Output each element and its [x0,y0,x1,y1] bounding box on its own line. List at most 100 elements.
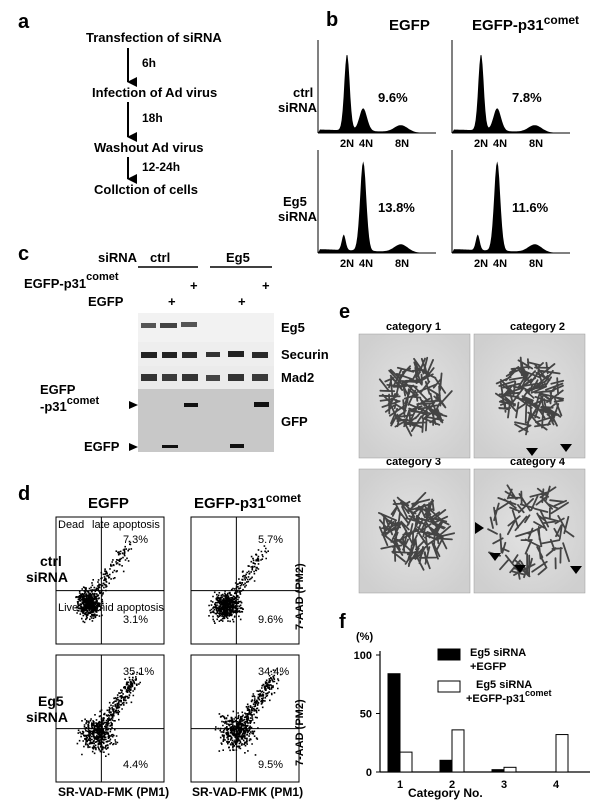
d-ylabel-top: 7-AAD (PM2) [294,563,306,630]
f-ylabel: (%) [356,631,373,643]
facs-plot-frame [190,654,300,783]
blot-gfp [138,389,274,452]
cell-cycle-histograms: 2N 4N 8N 9.6% 2N 4N 8N 7.8% 2N 4N 8N 13.8% 2N 4N 8N 11.… [317,40,570,270]
f-ytick-label: 0 [366,767,372,779]
d-quadrant-dead: Dead [58,519,84,531]
facs-percent-upper: 34.4% [258,666,289,678]
d-ylabel-bottom: 7-AAD (PM2) [294,699,306,766]
chromosome-spread-images [358,333,586,594]
histogram-tick-label: 4N [493,258,507,270]
histogram-percent: 9.6% [378,90,408,105]
c-band-arrow-egfp [129,443,138,451]
histogram-tick-label: 8N [529,138,543,150]
f-ytick-label: 100 [354,650,372,662]
chromosomes [495,356,565,436]
d-quadrant-live: Live [58,602,78,614]
c-band-arrow-p31 [129,401,138,409]
histogram-tick-label: 8N [395,258,409,270]
facs-percent-lower: 9.6% [258,614,283,626]
facs-percent-upper: 7.3% [123,534,148,546]
c-band-egfp: EGFP [84,439,120,454]
f-xtick-label: 1 [397,779,403,791]
chromosome-image [473,333,586,459]
facs-dots [214,669,282,756]
c-plus-egfp-ctrl: + [168,294,176,309]
f-bar-egfp [491,769,505,773]
legend-swatch-p31 [437,680,461,693]
d-row-eg5-sirna: siRNA [26,709,68,725]
arrowhead-icon [514,565,526,573]
arrowhead-icon [570,566,582,574]
step-transfection: Transfection of siRNA [86,30,222,45]
c-blot-mad2-label: Mad2 [281,370,314,385]
e-category-4: category 4 [510,456,566,468]
facs-percent-upper: 5.7% [258,534,283,546]
blot-eg5 [138,313,274,342]
legend-egfp-line1: Eg5 siRNA [470,647,526,659]
chromosome-image [358,333,471,459]
b-row-eg5: Eg5 [283,194,307,209]
c-plus-egfp-eg5: + [238,294,246,309]
f-bar-p31 [555,734,569,773]
histogram-percent: 7.8% [512,90,542,105]
facs-plot-frame [190,516,300,645]
arrowhead-icon [489,553,501,561]
histogram-tick-label: 4N [359,138,373,150]
panel-label-f: f [339,611,346,633]
panel-label-d: d [18,483,30,505]
c-group-ctrl: ctrl [150,250,170,265]
panel-label-c: c [18,243,29,265]
histogram-tick-label: 4N [359,258,373,270]
c-header-sirna: siRNA [98,250,138,265]
histogram-tick-label: 2N [474,258,488,270]
facs-percent-lower: 9.5% [258,759,283,771]
legend-swatch-egfp [437,648,461,661]
f-xlabel: Category No. [408,786,483,800]
facs-scatter-plots: 7.3% 3.1% 5.7% 9.6% 35.1% 4.4% 34.4% 9.5% [55,516,300,783]
f-xtick-label: 2 [449,779,455,791]
histogram-tick-label: 4N [493,138,507,150]
facs-plot-frame [55,654,165,783]
e-category-2: category 2 [510,321,565,333]
f-bar-p31 [399,751,413,773]
c-plus-p31-ctrl: + [190,278,198,293]
d-row-ctrl-sirna: siRNA [26,569,68,585]
d-xlabel-right: SR-VAD-FMK (PM1) [192,785,303,799]
d-xlabel-left: SR-VAD-FMK (PM1) [58,785,169,799]
f-bar-p31 [503,766,517,773]
histogram-tick-label: 2N [474,138,488,150]
c-band-p31-line2: -p31comet [40,395,99,414]
e-category-1: category 1 [386,321,441,333]
c-blot-eg5-label: Eg5 [281,320,305,335]
b-row-ctrl: ctrl [293,85,313,100]
step-infection: Infection of Ad virus [92,85,217,100]
histogram-area [452,55,562,133]
legend-egfp-line2: +EGFP [470,661,506,673]
c-plus-p31-eg5: + [262,278,270,293]
legend-p31-line2: +EGFP-p31comet [466,688,552,705]
panel-label-e: e [339,301,350,323]
arrowhead-icon [526,448,538,456]
histogram-tick-label: 2N [340,258,354,270]
arrowhead-icon [475,522,484,534]
step-collection: Collction of cells [94,182,198,197]
facs-dots [75,540,133,624]
facs-percent-upper: 35.1% [123,666,154,678]
c-blot-securin-label: Securin [281,347,329,362]
b-row-eg5-sirna: siRNA [278,209,318,224]
arrowhead-icon [560,444,572,452]
histogram-area [318,55,428,133]
interval-6h: 6h [142,56,156,70]
histogram-percent: 13.8% [378,200,415,215]
d-row-ctrl: ctrl [40,553,62,569]
facs-dots [208,545,269,624]
f-bar-egfp [439,759,453,773]
facs-plot-frame [55,516,165,645]
legend-p31-line1: Eg5 siRNA [476,679,532,691]
interval-18h: 18h [142,111,163,125]
f-bar-egfp [387,673,401,773]
blot-bands [141,322,269,448]
d-col-egfp: EGFP [88,495,129,512]
e-category-3: category 3 [386,456,441,468]
